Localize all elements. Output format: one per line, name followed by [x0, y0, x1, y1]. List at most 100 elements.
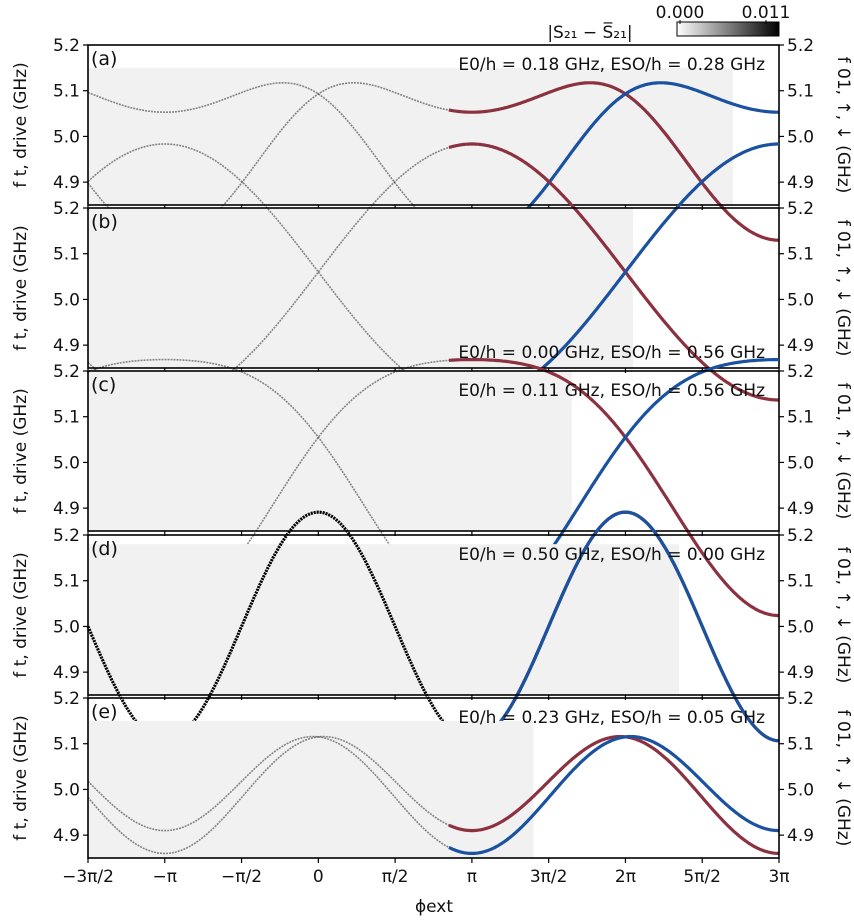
- y-axis-label-left: f t, drive (GHz): [11, 62, 31, 187]
- parameter-annotation: E0/h = 0.18 GHz, ESO/h = 0.28 GHz: [458, 55, 765, 75]
- chart-panel-d: 5.2 5.2 5.1 5.1 5.0 5.0 4.9 4.9 (d) E0/h = 0.50 G…: [11, 510, 853, 743]
- y-tick-label-left: 5.2: [53, 362, 80, 382]
- y-tick-label-right: 5.1: [787, 735, 814, 755]
- model-curve-red: [448, 734, 779, 855]
- panel-frame: [87, 370, 780, 532]
- panel-frame: [87, 44, 780, 206]
- y-tick-label-left: 4.9: [53, 663, 80, 683]
- x-tick-label: 5π/2: [683, 867, 721, 887]
- parameter-annotation: E0/h = 0.11 GHz, ESO/h = 0.56 GHz: [458, 381, 765, 401]
- model-curve-blue: [447, 510, 779, 743]
- panel-frame: [87, 207, 780, 369]
- panel-frame: [87, 697, 780, 859]
- x-tick-label: −π: [153, 867, 177, 887]
- y-axis-label-left: f t, drive (GHz): [11, 715, 31, 840]
- y-tick-label-left: 4.9: [53, 336, 80, 356]
- y-tick-label-right: 4.9: [787, 499, 814, 519]
- y-tick-label-left: 5.0: [53, 290, 80, 310]
- y-tick-label-left: 5.1: [53, 82, 80, 102]
- y-axis-label-left: f t, drive (GHz): [11, 388, 31, 513]
- y-tick-label-right: 5.2: [787, 199, 814, 219]
- y-tick-label-left: 4.9: [53, 826, 80, 846]
- y-tick-label-left: 5.0: [53, 780, 80, 800]
- y-tick-label-right: 4.9: [787, 826, 814, 846]
- x-tick-label: 0: [313, 867, 324, 887]
- y-tick-label-left: 5.2: [53, 36, 80, 56]
- y-tick-label-right: 5.0: [787, 780, 814, 800]
- model-curve-red: [448, 358, 779, 618]
- panel-frame: [87, 534, 780, 696]
- x-tick-label: −3π/2: [62, 867, 114, 887]
- colorbar-max-label: 0.011: [742, 3, 791, 23]
- chart-panel-e: 5.2 5.2 5.1 5.1 5.0 5.0 4.9 4.9 (e) E0/h = 0.23 G…: [11, 689, 853, 863]
- y-axis-label-right: f 01, ↑, ↓ (GHz): [833, 383, 853, 520]
- y-tick-label-right: 4.9: [787, 336, 814, 356]
- y-tick-label-left: 5.0: [53, 617, 80, 637]
- y-tick-label-right: 5.0: [787, 617, 814, 637]
- y-tick-label-left: 5.1: [53, 572, 80, 592]
- measured-data-area: [88, 720, 534, 858]
- x-tick-labels: −3π/2 −π −π/2 0 π/2 π 3π/2 2π 5π/2 3π: [62, 867, 789, 887]
- y-tick-label-right: 5.2: [787, 362, 814, 382]
- x-axis: −3π/2 −π −π/2 0 π/2 π 3π/2 2π 5π/2 3π ϕext: [62, 867, 789, 917]
- panels: 5.2 5.2 5.1 5.1 5.0 5.0 4.9 4.9 (a) E0/h = 0.18 G…: [11, 36, 853, 863]
- x-tick-label: 3π: [768, 867, 789, 887]
- y-tick-label-left: 5.2: [53, 689, 80, 709]
- measured-data-area: [88, 544, 680, 695]
- y-axis-label-right: f 01, ↑, ↓ (GHz): [833, 57, 853, 194]
- y-tick-label-left: 4.9: [53, 173, 80, 193]
- colorbar: |S₂₁ − S̅₂₁| 0.000 0.011: [547, 3, 790, 43]
- y-tick-label-right: 5.1: [787, 408, 814, 428]
- measured-trace-2: [87, 82, 734, 241]
- y-axis-label-left: f t, drive (GHz): [11, 225, 31, 350]
- parameter-annotation: E0/h = 0.23 GHz, ESO/h = 0.05 GHz: [458, 708, 765, 728]
- measured-data-area: [88, 371, 572, 531]
- colorbar-gradient: [676, 21, 780, 37]
- y-tick-label-right: 5.1: [787, 572, 814, 592]
- y-tick-label-right: 5.0: [787, 453, 814, 473]
- y-axis-label-right: f 01, ↑, ↓ (GHz): [833, 710, 853, 847]
- measured-data-area: [88, 208, 634, 368]
- x-tick-label: π: [467, 867, 477, 887]
- y-tick-label-left: 5.2: [53, 526, 80, 546]
- y-tick-label-left: 5.0: [53, 127, 80, 147]
- model-curve-blue: [448, 734, 779, 855]
- y-tick-label-right: 5.1: [787, 245, 814, 265]
- panel-label: (a): [91, 48, 117, 70]
- panel-label: (e): [91, 701, 118, 723]
- x-tick-label: 2π: [615, 867, 636, 887]
- y-axis-label-right: f 01, ↑, ↓ (GHz): [833, 220, 853, 357]
- y-tick-label-right: 5.1: [787, 82, 814, 102]
- panel-label: (d): [91, 538, 118, 560]
- parameter-annotation: E0/h = 0.00 GHz, ESO/h = 0.56 GHz: [458, 343, 765, 363]
- parameter-annotation: E0/h = 0.50 GHz, ESO/h = 0.00 GHz: [458, 545, 765, 565]
- chart-panel-b: 5.2 5.2 5.1 5.1 5.0 5.0 4.9 4.9 (b) E0/h = 0.00 G…: [11, 142, 853, 402]
- measured-data-area: [88, 67, 733, 205]
- y-tick-label-right: 5.0: [787, 127, 814, 147]
- y-tick-label-right: 5.2: [787, 36, 814, 56]
- y-axis-label-right: f 01, ↑, ↓ (GHz): [833, 547, 853, 684]
- y-tick-label-left: 4.9: [53, 499, 80, 519]
- model-curve-red: [448, 142, 779, 402]
- y-axis-label-left: f t, drive (GHz): [11, 552, 31, 677]
- y-tick-label-right: 4.9: [787, 663, 814, 683]
- x-tick-label: 3π/2: [530, 867, 568, 887]
- y-tick-label-right: 5.2: [787, 526, 814, 546]
- y-tick-label-left: 5.2: [53, 199, 80, 219]
- y-tick-label-left: 5.1: [53, 735, 80, 755]
- y-tick-label-right: 5.2: [787, 689, 814, 709]
- x-tick-label: π/2: [382, 867, 409, 887]
- y-tick-label-right: 4.9: [787, 173, 814, 193]
- model-curve-red: [448, 81, 779, 242]
- chart-panel-c: 5.2 5.2 5.1 5.1 5.0 5.0 4.9 4.9 (c) E0/h = 0.11 G…: [11, 358, 853, 618]
- y-tick-label-left: 5.1: [53, 408, 80, 428]
- x-axis-label: ϕext: [415, 897, 453, 917]
- panel-label: (b): [91, 211, 118, 233]
- y-tick-label-right: 5.0: [787, 290, 814, 310]
- y-tick-label-left: 5.0: [53, 453, 80, 473]
- y-tick-label-left: 5.1: [53, 245, 80, 265]
- x-tick-label: −π/2: [221, 867, 262, 887]
- colorbar-min-label: 0.000: [656, 3, 705, 23]
- panel-label: (c): [91, 374, 116, 396]
